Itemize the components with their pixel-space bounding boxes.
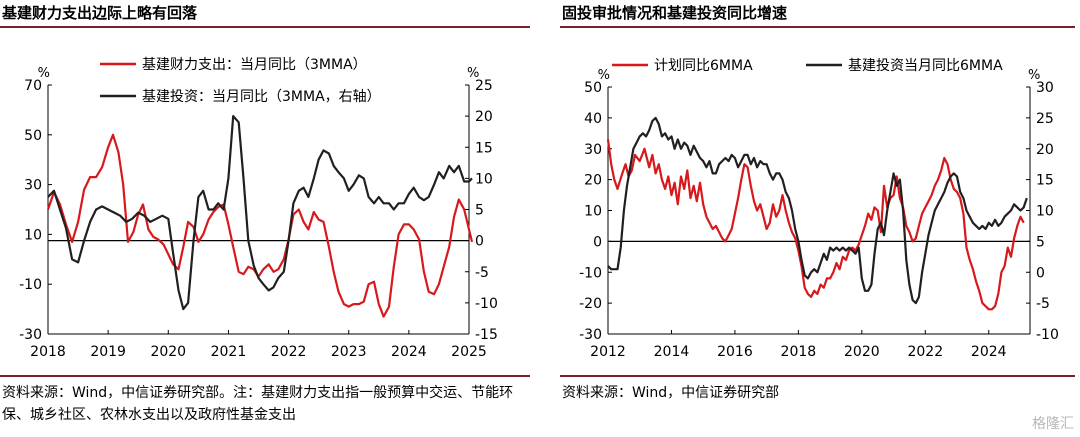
chart-title: 基建财力支出边际上略有回落 — [2, 4, 198, 22]
left-y-tick-label: -10 — [19, 277, 42, 293]
x-tick-label: 2022 — [271, 344, 307, 360]
x-tick-label: 2018 — [781, 344, 817, 360]
x-tick-label: 2024 — [971, 344, 1007, 360]
legend-label: 基建财力支出：当月同比（3MMA） — [142, 56, 367, 73]
right-y-unit: % — [1028, 68, 1040, 83]
right-y-tick-label: 10 — [475, 171, 493, 187]
left-y-unit: % — [598, 68, 610, 83]
x-tick-label: 2024 — [391, 344, 427, 360]
right-y-tick-label: 25 — [475, 78, 493, 94]
left-y-tick-label: -30 — [19, 327, 42, 343]
red-series-line — [46, 133, 474, 318]
chart-right-plot: -30 -20 -10 0 10 20 30 40 50% -10 -5 0 5 10 15 20 25 30% 2… — [579, 57, 1059, 360]
x-tick-label: 2012 — [590, 344, 626, 360]
right-y-tick-label: 0 — [1036, 265, 1045, 281]
x-tick-label: 2020 — [844, 344, 880, 360]
black-series-line — [47, 115, 473, 311]
right-y-tick-label: 0 — [475, 234, 484, 250]
x-tick-label: 2022 — [907, 344, 943, 360]
chart-source-note: 资料来源：Wind，中信证券研究部 — [562, 385, 780, 401]
black-series-line — [607, 116, 1028, 305]
left-y-tick-label: -20 — [579, 296, 602, 312]
left-y-tick-label: 50 — [24, 128, 42, 144]
right-y-tick-label: -15 — [475, 327, 498, 343]
right-y-unit: % — [467, 66, 479, 81]
x-tick-label: 2018 — [30, 344, 66, 360]
left-y-tick-label: 40 — [584, 111, 602, 127]
chart-panel-left: 基建财力支出边际上略有回落 -30 -10 10 30 50 70% -15 -10 -5 0 5 1… — [0, 4, 530, 423]
title-rule — [560, 26, 1075, 28]
left-y-tick-label: -30 — [579, 327, 602, 343]
left-y-tick-label: 0 — [593, 234, 602, 250]
x-tick-label: 2020 — [150, 344, 186, 360]
right-y-tick-label: 5 — [1036, 234, 1045, 250]
source-rule — [560, 375, 1075, 377]
x-tick-label: 2025 — [451, 344, 487, 360]
legend-label: 基建投资：当月同比（3MMA，右轴） — [142, 88, 381, 105]
left-y-tick-label: 10 — [24, 227, 42, 243]
right-y-tick-label: 20 — [1036, 142, 1054, 158]
legend-label: 计划同比6MMA — [654, 58, 753, 74]
right-y-tick-label: -10 — [475, 296, 498, 312]
x-tick-label: 2014 — [654, 344, 690, 360]
chart-panel-right: 固投审批情况和基建投资同比增速 -30 -20 -10 0 10 20 30 40 50% -10… — [560, 0, 1080, 437]
right-y-tick-label: 5 — [475, 203, 484, 219]
left-y-tick-label: -10 — [579, 265, 602, 281]
left-y-tick-label: 50 — [584, 80, 602, 96]
left-y-tick-label: 30 — [24, 178, 42, 194]
chart-title: 固投审批情况和基建投资同比增速 — [562, 4, 788, 22]
legend-label: 基建投资当月同比6MMA — [848, 57, 1003, 74]
x-tick-label: 2019 — [90, 344, 126, 360]
source-rule — [0, 375, 530, 377]
x-tick-label: 2023 — [331, 344, 367, 360]
left-y-tick-label: 10 — [584, 204, 602, 220]
right-y-tick-label: 25 — [1036, 111, 1054, 127]
right-y-tick-label: 15 — [475, 140, 493, 156]
x-tick-label: 2016 — [717, 344, 753, 360]
chart-source-note: 资料来源：Wind，中信证券研究部。注：基建财力支出指一般预算中交运、节能环保、… — [2, 385, 514, 423]
right-y-tick-label: 30 — [1036, 80, 1054, 96]
right-y-tick-label: 20 — [475, 109, 493, 125]
x-tick-label: 2021 — [211, 344, 247, 360]
right-y-tick-label: 10 — [1036, 204, 1054, 220]
right-y-tick-label: -5 — [475, 265, 489, 281]
title-rule — [0, 26, 530, 28]
left-y-unit: % — [38, 66, 50, 81]
right-y-tick-label: 15 — [1036, 173, 1054, 189]
right-y-tick-label: -10 — [1036, 327, 1059, 343]
left-y-tick-label: 70 — [24, 78, 42, 94]
left-y-tick-label: 30 — [584, 142, 602, 158]
left-y-tick-label: 20 — [584, 173, 602, 189]
red-series-line — [606, 139, 1025, 311]
watermark-logo: 格隆汇 — [1032, 416, 1074, 432]
right-y-tick-label: -5 — [1036, 296, 1050, 312]
